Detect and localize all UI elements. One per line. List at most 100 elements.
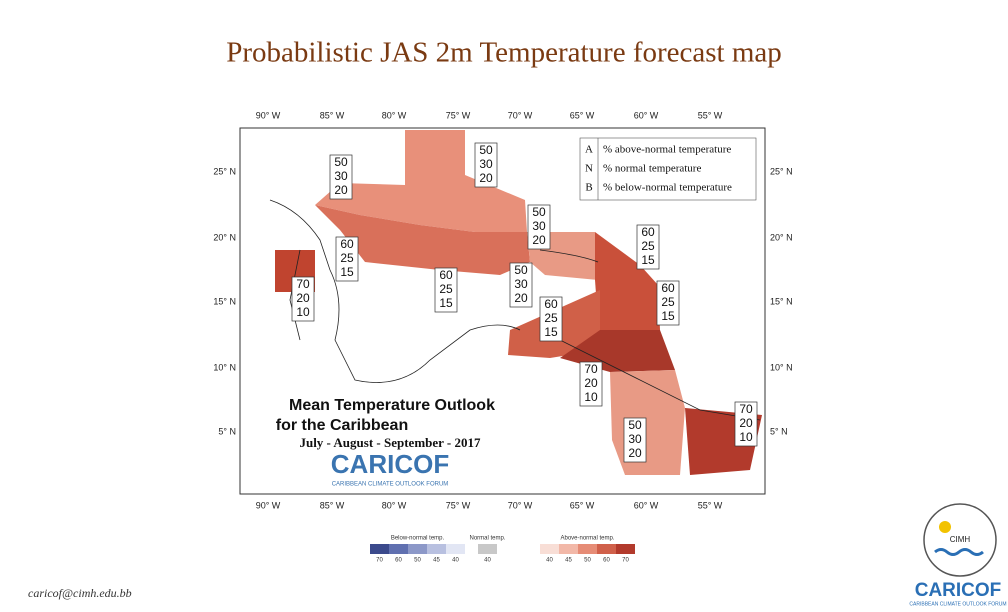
- latitude-label: 5° N: [770, 426, 788, 436]
- colorbar-swatch: [389, 544, 408, 554]
- longitude-label: 85° W: [320, 500, 345, 510]
- forecast-value: 20: [628, 446, 642, 460]
- forecast-value: 30: [532, 219, 546, 233]
- forecast-box: [291, 276, 315, 322]
- forecast-value: 20: [296, 291, 310, 305]
- outlook-title: Mean Temperature Outlook for the Caribbe…: [276, 397, 495, 487]
- colorbar-tick: 60: [603, 558, 610, 564]
- colorbar-tick: 70: [622, 558, 629, 564]
- outlook-subheading: for the Caribbean: [276, 417, 408, 434]
- forecast-box: [474, 142, 498, 188]
- forecast-value: 10: [296, 305, 310, 319]
- forecast-value: 30: [628, 432, 642, 446]
- forecast-box: [434, 267, 458, 313]
- longitude-label: 90° W: [256, 500, 281, 510]
- forecast-value: 70: [296, 277, 310, 291]
- colorbar-swatch: [408, 544, 427, 554]
- forecast-value: 15: [340, 265, 354, 279]
- forecast-value: 50: [514, 263, 528, 277]
- forecast-value: 30: [514, 277, 528, 291]
- forecast-value: 15: [439, 296, 453, 310]
- forecast-box: [656, 280, 680, 326]
- colorbar-swatch: [427, 544, 446, 554]
- forecast-value: 60: [340, 237, 354, 251]
- latitude-label: 15° N: [770, 296, 793, 306]
- longitude-label: 55° W: [698, 110, 723, 120]
- forecast-value: 20: [584, 376, 598, 390]
- colorbar-tick: 40: [452, 558, 459, 564]
- longitude-label: 80° W: [382, 500, 407, 510]
- forecast-value: 60: [641, 225, 655, 239]
- forecast-value: 70: [584, 362, 598, 376]
- forecast-value: 20: [334, 183, 348, 197]
- forecast-value: 30: [334, 169, 348, 183]
- forecast-value: 70: [739, 402, 753, 416]
- forecast-box: [329, 154, 353, 200]
- legend-text: % below-normal temperature: [603, 182, 732, 194]
- colorbar-swatch: [370, 544, 389, 554]
- colorbar-swatch: [540, 544, 559, 554]
- colorbar-tick: 50: [414, 558, 421, 564]
- forecast-box: [734, 401, 758, 447]
- latitude-label: 15° N: [213, 296, 236, 306]
- longitude-label: 75° W: [446, 110, 471, 120]
- forecast-value: 50: [334, 155, 348, 169]
- forecast-box: [527, 204, 551, 250]
- colorbar-tick: 40: [546, 558, 553, 564]
- latitude-label: 25° N: [213, 166, 236, 176]
- longitude-label: 80° W: [382, 110, 407, 120]
- logo-cimh: CIMH: [950, 535, 971, 544]
- colorbar-swatch: [559, 544, 578, 554]
- latitude-label: 20° N: [213, 232, 236, 242]
- outlook-logo: CARICOF: [331, 449, 449, 479]
- logo-wave: [934, 548, 984, 556]
- colorbar-label: Normal temp.: [469, 536, 505, 542]
- forecast-box: [539, 296, 563, 342]
- region-leeward: [595, 232, 660, 350]
- longitude-label: 65° W: [570, 110, 595, 120]
- latitude-label: 20° N: [770, 232, 793, 242]
- logo-subtitle: CARIBBEAN CLIMATE OUTLOOK FORUM: [909, 601, 1006, 607]
- longitude-label: 70° W: [508, 500, 533, 510]
- outlook-logo-subtitle: CARIBBEAN CLIMATE OUTLOOK FORUM: [332, 482, 449, 488]
- latitude-label: 10° N: [770, 362, 793, 372]
- colorbar-tick: 45: [433, 558, 440, 564]
- forecast-value: 50: [628, 418, 642, 432]
- forecast-value: 60: [544, 297, 558, 311]
- latitude-label: 10° N: [213, 362, 236, 372]
- colorbar-swatch: [478, 544, 497, 554]
- forecast-value: 15: [544, 325, 558, 339]
- forecast-value: 50: [532, 205, 546, 219]
- forecast-value: 25: [641, 239, 655, 253]
- logo-sun: [939, 521, 951, 533]
- forecast-value: 25: [544, 311, 558, 325]
- cimh-logo: CIMH CARICOF CARIBBEAN CLIMATE OUTLOOK F…: [909, 503, 1007, 607]
- longitude-label: 75° W: [446, 500, 471, 510]
- forecast-box: [509, 262, 533, 308]
- forecast-box: [579, 361, 603, 407]
- forecast-value: 20: [739, 416, 753, 430]
- forecast-value: 20: [532, 233, 546, 247]
- forecast-value: 25: [439, 282, 453, 296]
- forecast-value: 10: [739, 430, 753, 444]
- forecast-box: [623, 417, 647, 463]
- logo-name: CARICOF: [915, 580, 1002, 601]
- forecast-value: 25: [661, 295, 675, 309]
- legend-box: [579, 137, 757, 201]
- slide-title: Probabilistic JAS 2m Temperature forecas…: [226, 37, 782, 69]
- forecast-value: 15: [641, 253, 655, 267]
- region-guyana: [610, 370, 685, 475]
- colorbar-label: Below-normal temp.: [391, 536, 445, 542]
- outlook-period: July - August - September - 2017: [299, 435, 481, 450]
- footer-email: caricof@cimh.edu.bb: [28, 586, 132, 600]
- region-bahamas: [315, 130, 527, 232]
- legend-text: % above-normal temperature: [603, 144, 731, 156]
- colorbar-tick: 60: [395, 558, 402, 564]
- outlook-heading: Mean Temperature Outlook: [289, 397, 495, 414]
- forecast-value: 60: [439, 268, 453, 282]
- forecast-box: [636, 224, 660, 270]
- colorbar-swatch: [446, 544, 465, 554]
- longitude-label: 60° W: [634, 110, 659, 120]
- colorbar-label: Above-normal temp.: [560, 536, 614, 542]
